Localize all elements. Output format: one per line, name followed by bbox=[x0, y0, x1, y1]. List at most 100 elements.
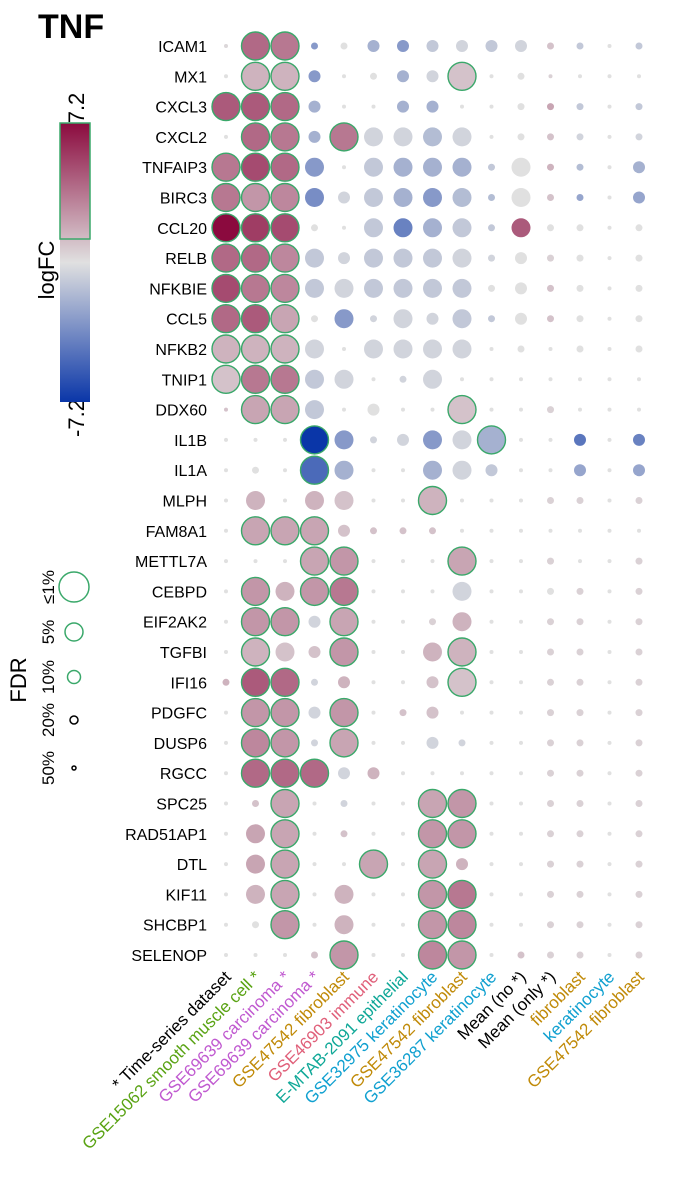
dot bbox=[548, 437, 553, 442]
dot bbox=[270, 273, 300, 304]
gene-label: IL1A bbox=[174, 463, 207, 480]
dot bbox=[635, 254, 643, 262]
dot bbox=[460, 377, 464, 382]
dot bbox=[607, 104, 612, 109]
dot bbox=[283, 468, 287, 473]
dot bbox=[338, 252, 350, 265]
dot bbox=[252, 921, 259, 929]
gene-label: CXCL2 bbox=[155, 130, 207, 147]
dot bbox=[275, 642, 295, 662]
dot bbox=[224, 559, 228, 564]
dot bbox=[488, 315, 495, 323]
dot bbox=[452, 278, 472, 298]
dot bbox=[489, 589, 494, 594]
dot bbox=[635, 800, 643, 807]
dot bbox=[401, 922, 405, 927]
dot bbox=[635, 42, 643, 50]
dot bbox=[211, 273, 241, 304]
dot bbox=[607, 831, 612, 836]
dot bbox=[576, 103, 584, 111]
dot bbox=[447, 637, 477, 667]
dot bbox=[637, 74, 641, 79]
dot bbox=[240, 243, 271, 273]
dot bbox=[338, 676, 350, 689]
dot bbox=[364, 157, 383, 177]
dot bbox=[401, 771, 405, 776]
size-legend-label: 20% bbox=[39, 703, 58, 737]
dot bbox=[576, 678, 584, 686]
dot bbox=[305, 339, 324, 359]
dot bbox=[489, 104, 494, 109]
dot bbox=[607, 377, 612, 382]
gene-label: BIRC3 bbox=[160, 191, 207, 208]
dot bbox=[371, 589, 376, 594]
dot bbox=[342, 407, 346, 412]
dot bbox=[224, 801, 228, 806]
dot bbox=[519, 589, 523, 594]
dot bbox=[240, 213, 271, 243]
dot bbox=[426, 676, 439, 689]
dot bbox=[485, 464, 498, 477]
dot bbox=[311, 678, 318, 686]
dot bbox=[364, 188, 383, 207]
dot bbox=[364, 339, 383, 359]
dot bbox=[547, 921, 554, 929]
dot bbox=[576, 315, 584, 323]
dot bbox=[607, 528, 612, 533]
dot bbox=[401, 498, 405, 503]
size-legend-circle bbox=[58, 571, 90, 603]
dot bbox=[489, 134, 494, 139]
dot bbox=[519, 801, 523, 806]
dot bbox=[576, 951, 584, 959]
dot bbox=[397, 70, 409, 83]
dot bbox=[211, 364, 241, 394]
dot bbox=[417, 819, 448, 849]
dot bbox=[519, 892, 523, 897]
dot bbox=[367, 767, 380, 780]
dot bbox=[299, 516, 330, 546]
dot bbox=[517, 72, 525, 80]
dot bbox=[548, 74, 553, 79]
dot bbox=[423, 369, 442, 389]
gene-label: MX1 bbox=[174, 69, 207, 86]
dot bbox=[329, 576, 359, 607]
dot bbox=[489, 801, 494, 806]
gene-label: SPC25 bbox=[156, 797, 207, 814]
dot bbox=[430, 771, 435, 776]
dot bbox=[270, 758, 300, 788]
dot bbox=[426, 70, 439, 83]
dot bbox=[547, 830, 554, 838]
dot bbox=[635, 739, 643, 747]
dot bbox=[329, 637, 359, 667]
dot bbox=[576, 921, 584, 929]
dot bbox=[489, 347, 494, 351]
dot bbox=[211, 91, 241, 122]
dot bbox=[460, 498, 464, 503]
dot bbox=[401, 801, 405, 806]
dot bbox=[447, 788, 477, 819]
size-legend-label: 5% bbox=[39, 620, 58, 645]
dot bbox=[401, 650, 405, 654]
dot bbox=[519, 468, 523, 473]
dot bbox=[547, 951, 554, 959]
dot bbox=[393, 218, 413, 238]
dot bbox=[224, 953, 228, 957]
dot bbox=[224, 710, 228, 715]
dot bbox=[607, 771, 612, 776]
dot bbox=[547, 587, 554, 595]
dot bbox=[270, 61, 300, 92]
dot bbox=[211, 213, 241, 243]
dot bbox=[578, 407, 582, 412]
dot bbox=[334, 278, 354, 298]
dot bbox=[430, 589, 435, 594]
dot bbox=[270, 516, 300, 546]
dot bbox=[607, 347, 612, 351]
dot bbox=[635, 921, 643, 929]
dot bbox=[547, 678, 554, 686]
dot bbox=[342, 347, 346, 351]
dot bbox=[515, 312, 527, 325]
dot bbox=[635, 315, 643, 323]
dot bbox=[547, 254, 554, 262]
dot bbox=[397, 40, 409, 52]
dot bbox=[211, 182, 241, 213]
